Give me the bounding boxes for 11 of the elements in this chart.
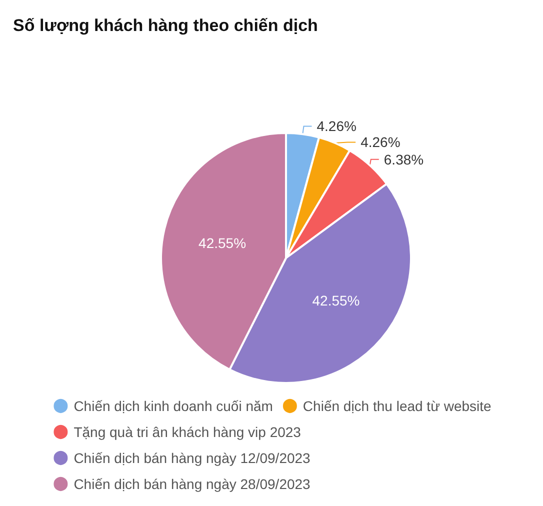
legend-label: Chiến dịch bán hàng ngày 28/09/2023 (74, 476, 311, 492)
data-label: 4.26% (360, 134, 400, 150)
data-label: 4.26% (316, 118, 356, 134)
data-label: 42.55% (312, 292, 360, 308)
data-label: 6.38% (384, 151, 424, 168)
legend-label: Chiến dịch thu lead từ website (302, 398, 492, 414)
chart-title: Số lượng khách hàng theo chiến dịch (13, 16, 318, 35)
legend-label: Tặng quà tri ân khách hàng vip 2023 (74, 424, 302, 440)
data-label: 42.55% (198, 234, 246, 251)
legend-label: Chiến dịch kinh doanh cuối năm (74, 398, 273, 414)
legend-label: Chiến dịch bán hàng ngày 12/09/2023 (74, 450, 311, 466)
